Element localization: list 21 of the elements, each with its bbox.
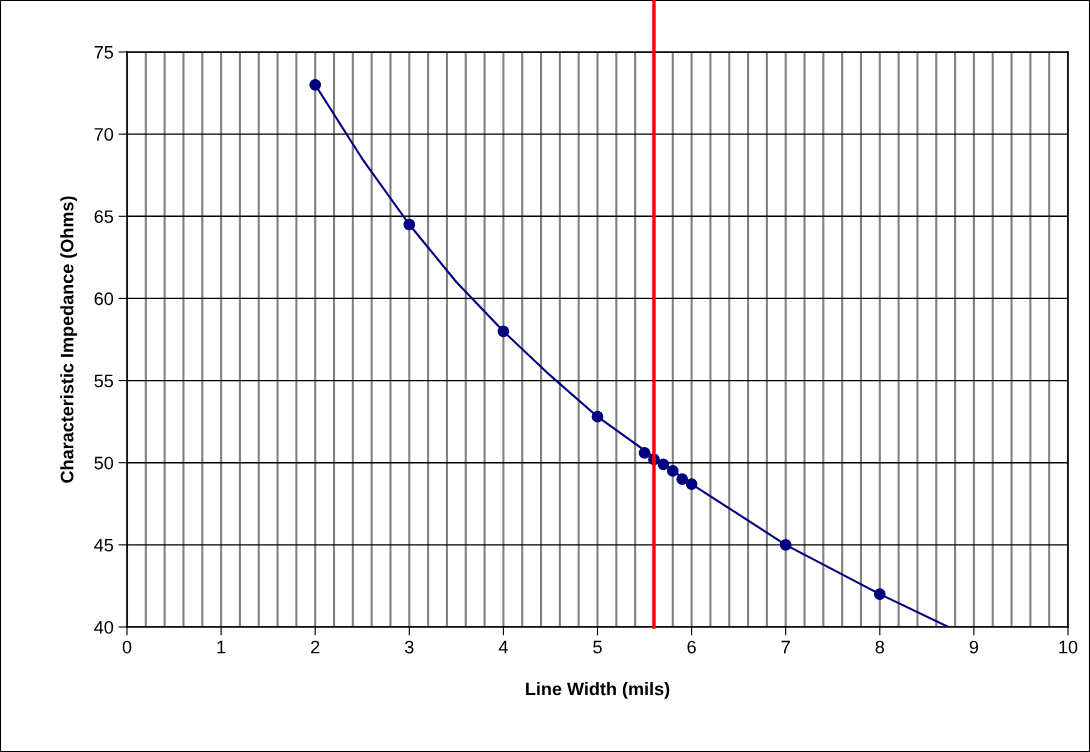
y-tick-label: 50 [94,456,114,470]
x-tick-label: 9 [969,640,979,654]
y-tick-label: 45 [94,538,114,552]
x-axis-title: Line Width (mils) [526,682,670,699]
y-tick-label: 40 [94,620,114,634]
x-tick-label: 3 [404,640,414,654]
y-tick-label: 65 [94,210,114,224]
x-tick-label: 6 [687,640,696,654]
x-tick-label: 10 [1059,640,1078,654]
x-tick-label: 4 [498,640,508,654]
x-tick-label: 2 [311,640,320,654]
x-tick-label: 8 [875,640,885,654]
y-axis-title: Characteristic Impedance (Ohms) [60,196,78,483]
y-tick-label: 60 [94,292,114,306]
x-tick-label: 1 [217,640,226,654]
x-tick-label: 5 [593,640,602,654]
y-tick-label: 75 [94,46,114,59]
y-tick-label: 55 [94,374,114,388]
x-tick-label: 7 [781,640,790,654]
y-tick-label: 70 [94,128,114,141]
x-tick-label: 0 [122,640,132,654]
